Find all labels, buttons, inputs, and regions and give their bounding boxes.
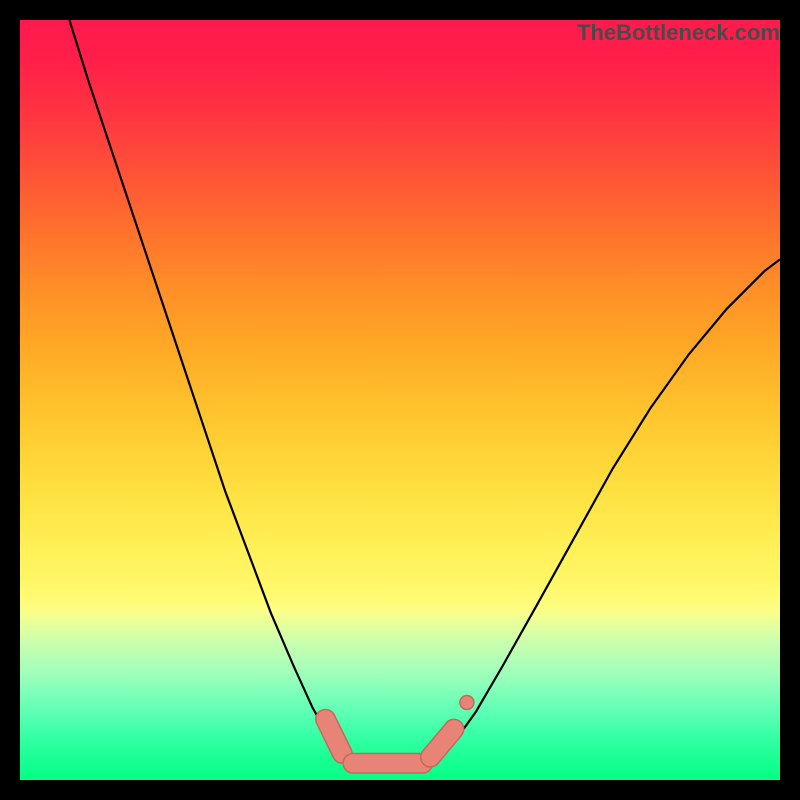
data-marker [460, 695, 474, 709]
data-markers [20, 20, 780, 780]
data-marker [430, 729, 454, 757]
data-marker [326, 719, 343, 753]
watermark-text: TheBottleneck.com [577, 20, 780, 46]
bottleneck-chart [20, 20, 780, 780]
